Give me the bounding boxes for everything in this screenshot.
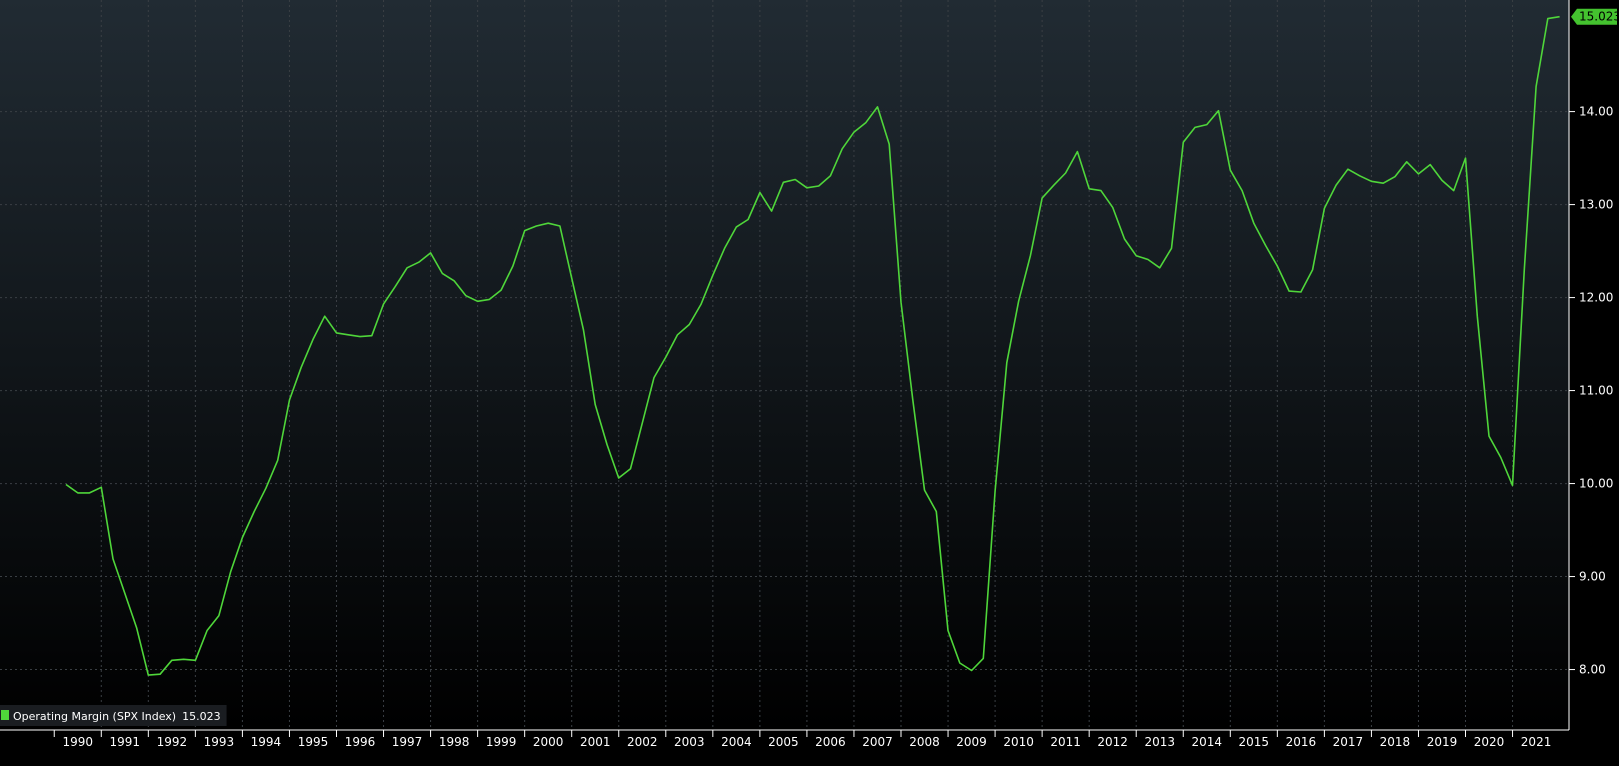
- x-tick-label: 2009: [956, 735, 987, 749]
- legend-series-name: Operating Margin (SPX Index): [13, 710, 176, 723]
- y-axis-ticks: 8.00 9.00 10.00 11.00 12.00 13.00 14.00: [1569, 105, 1613, 677]
- x-tick-label: 1992: [157, 735, 188, 749]
- last-value-badge-shape: [1571, 8, 1617, 25]
- y-tick-label: 12.00: [1579, 291, 1613, 305]
- x-tick-label: 2002: [627, 735, 658, 749]
- x-tick-label: 2008: [909, 735, 940, 749]
- plot-background: [0, 0, 1569, 730]
- x-tick-label: 2007: [862, 735, 893, 749]
- y-tick-label: 13.00: [1579, 198, 1613, 212]
- axis-strip-bottom: [0, 730, 1619, 761]
- last-value-label: 15.023: [1579, 10, 1619, 24]
- x-tick-label: 2012: [1097, 735, 1128, 749]
- x-tick-label: 2019: [1427, 735, 1458, 749]
- x-tick-label: 1990: [62, 735, 93, 749]
- x-tick-label: 2018: [1380, 735, 1411, 749]
- x-tick-label: 1993: [204, 735, 235, 749]
- horizontal-gridlines: [0, 111, 1569, 671]
- x-axis-ticks: 1990 1991 1992 1993 1994 1995 1996 1997 1998 1999…: [53, 730, 1552, 749]
- vertical-gridlines: [100, 0, 1514, 730]
- x-tick-label: 2011: [1050, 735, 1081, 749]
- x-tick-label: 2015: [1239, 735, 1270, 749]
- x-tick-label: 2003: [674, 735, 705, 749]
- x-tick-label: 1998: [439, 735, 470, 749]
- y-tick-label: 10.00: [1579, 477, 1613, 491]
- y-tick-label: 9.00: [1579, 570, 1606, 584]
- y-tick-label: 8.00: [1579, 663, 1606, 677]
- x-tick-label: 1994: [251, 735, 282, 749]
- x-tick-label: 2004: [721, 735, 752, 749]
- x-tick-label: 1995: [298, 735, 329, 749]
- x-tick-label: 2017: [1333, 735, 1364, 749]
- legend-series-value: 15.023: [182, 710, 221, 723]
- x-tick-label: 2005: [768, 735, 799, 749]
- x-tick-label: 2001: [580, 735, 611, 749]
- x-tick-label: 1999: [486, 735, 517, 749]
- legend: Operating Margin (SPX Index) 15.023: [0, 705, 227, 726]
- y-tick-label: 11.00: [1579, 384, 1613, 398]
- x-tick-label: 2020: [1474, 735, 1505, 749]
- series-layer: [65, 15, 1560, 676]
- x-tick-label: 2014: [1192, 735, 1223, 749]
- legend-swatch: [1, 710, 9, 720]
- y-tick-label: 14.00: [1579, 105, 1613, 119]
- x-tick-label: 1997: [392, 735, 423, 749]
- x-tick-label: 2016: [1286, 735, 1317, 749]
- legend-background: [0, 705, 227, 726]
- axis-strip-right: [1569, 0, 1619, 761]
- series-line-0: [65, 15, 1560, 676]
- x-tick-label: 2021: [1521, 735, 1552, 749]
- x-tick-label: 1996: [345, 735, 376, 749]
- last-value-badge: 15.023: [1571, 8, 1619, 25]
- x-tick-label: 2000: [533, 735, 564, 749]
- x-tick-label: 2010: [1003, 735, 1034, 749]
- x-tick-label: 2013: [1144, 735, 1175, 749]
- x-tick-label: 2006: [815, 735, 846, 749]
- x-tick-label: 1991: [110, 735, 141, 749]
